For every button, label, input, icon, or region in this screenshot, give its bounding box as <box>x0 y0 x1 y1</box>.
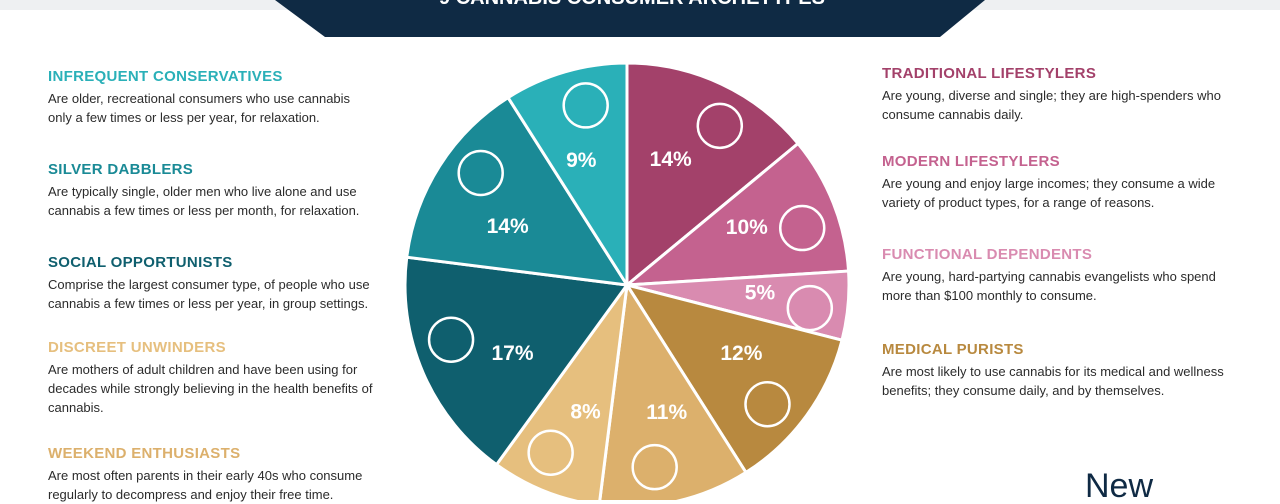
pie-slice <box>622 141 851 287</box>
legend-heading: TRADITIONAL LIFESTYLERS <box>882 65 1097 82</box>
title-banner <box>275 0 985 37</box>
legend-description: Are most often parents in their early 40… <box>48 468 363 502</box>
value-label: 10% <box>726 216 768 239</box>
legend-block: MODERN LIFESTYLERS Are young and enjoy la… <box>882 153 1227 212</box>
value-label: 17% <box>492 342 534 365</box>
chart-title: 9 CANNABIS CONSUMER ARCHETYPES <box>439 0 825 9</box>
legend-description: Are young, hard-partying cannabis evange… <box>882 269 1216 303</box>
icon <box>527 429 574 476</box>
legend-heading: MODERN LIFESTYLERS <box>882 153 1060 170</box>
legend-heading: INFREQUENT CONSERVATIVES <box>48 68 283 85</box>
icon <box>631 443 678 491</box>
icon <box>457 149 504 197</box>
legend-description: Are mothers of adult children and have b… <box>48 362 373 415</box>
legend-block: MEDICAL PURISTS Are most likely to use ca… <box>882 341 1227 400</box>
icon <box>696 102 744 150</box>
pie-slice <box>625 61 801 289</box>
icon <box>778 204 826 252</box>
legend-heading: FUNCTIONAL DEPENDENTS <box>882 246 1093 263</box>
legend-description: Comprise the largest consumer type, of p… <box>48 277 370 311</box>
legend-block: DISCREET UNWINDERS Are mothers of adult c… <box>48 339 373 417</box>
legend-heading: MEDICAL PURISTS <box>882 341 1024 358</box>
logo-text: New <box>1085 467 1153 500</box>
value-label: 14% <box>487 215 529 238</box>
legend-block: INFREQUENT CONSERVATIVES Are older, recre… <box>48 68 373 127</box>
icon <box>786 284 834 332</box>
value-label: 5% <box>745 282 776 305</box>
pie-slice <box>403 255 630 467</box>
icon <box>744 380 791 428</box>
value-label: 8% <box>570 401 601 424</box>
legend-block: SOCIAL OPPORTUNISTS Comprise the largest … <box>48 254 373 313</box>
legend-description: Are typically single, older men who live… <box>48 184 360 218</box>
legend-description: Are young, diverse and single; they are … <box>882 88 1221 122</box>
pie-slice <box>505 61 629 291</box>
icon <box>562 82 609 129</box>
pie-slice <box>405 95 630 287</box>
value-label: 12% <box>720 342 762 365</box>
value-label: 9% <box>566 149 597 172</box>
legend-heading: WEEKEND ENTHUSIASTS <box>48 445 241 462</box>
legend-description: Are older, recreational consumers who us… <box>48 91 351 125</box>
legend-block: TRADITIONAL LIFESTYLERS Are young, divers… <box>882 65 1227 124</box>
legend-description: Are young and enjoy large incomes; they … <box>882 176 1216 210</box>
value-label: 14% <box>650 148 692 171</box>
legend-heading: SILVER DABBLERS <box>48 161 194 178</box>
legend-description: Are most likely to use cannabis for its … <box>882 364 1224 398</box>
legend-block: WEEKEND ENTHUSIASTS Are most often parent… <box>48 445 373 504</box>
value-label: 11% <box>646 401 687 424</box>
legend-block: SILVER DABBLERS Are typically single, old… <box>48 161 373 220</box>
legend-block: FUNCTIONAL DEPENDENTS Are young, hard-par… <box>882 246 1227 305</box>
pie-slice <box>598 280 749 500</box>
legend-heading: DISCREET UNWINDERS <box>48 339 226 356</box>
pie-slice <box>623 282 844 475</box>
icon <box>427 316 475 363</box>
legend-heading: SOCIAL OPPORTUNISTS <box>48 254 233 271</box>
